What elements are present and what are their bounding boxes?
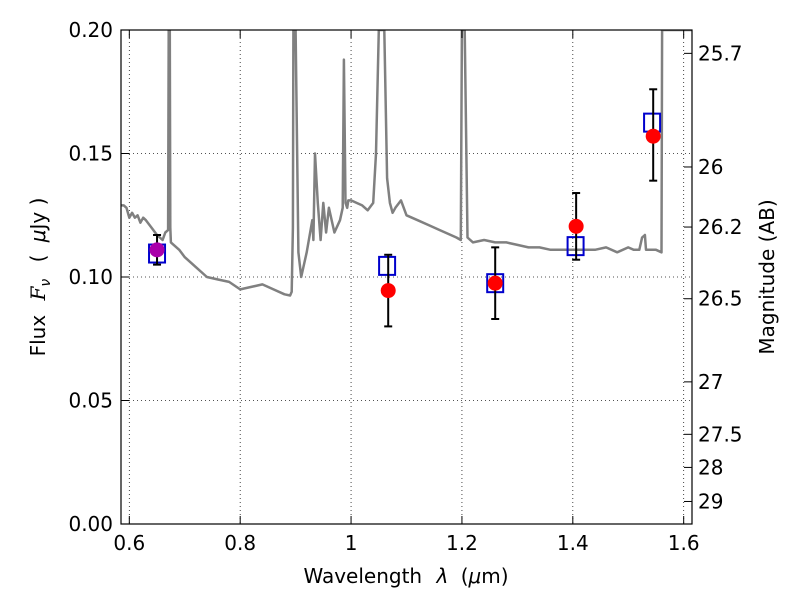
y-axis-label-symbol: F — [26, 285, 50, 301]
x-axis-label-unit-rest: m) — [481, 564, 508, 588]
template-sed-layer — [121, 30, 692, 297]
x-tick-label: 0.6 — [113, 531, 145, 555]
observed-point — [149, 242, 165, 258]
model-photometry-layer — [148, 112, 662, 294]
observed-point — [568, 218, 584, 234]
y-tick-label: 0.20 — [68, 18, 113, 42]
x-tick-label: 0.8 — [224, 531, 256, 555]
observed-point — [380, 283, 396, 299]
x-axis-label-unit-mu: μ — [468, 564, 482, 588]
y2-tick-label: 27.5 — [698, 422, 743, 446]
y2-tick-label: 25.7 — [698, 41, 743, 65]
y2-tick-label: 27 — [698, 370, 723, 394]
y-axis-label-unit-rest: Jy ) — [26, 198, 50, 232]
y-tick-label: 0.00 — [68, 512, 113, 536]
y-axis-label-unit-mu: μ — [26, 229, 50, 243]
x-axis-label-symbol: λ — [435, 564, 448, 588]
y2-tick-label: 26 — [698, 155, 723, 179]
x-tick-label: 1.2 — [446, 531, 478, 555]
x-axis-label-text: Wavelength — [303, 564, 422, 588]
y2-tick-label: 28 — [698, 455, 723, 479]
y2-tick-label: 26.5 — [698, 287, 743, 311]
y-axis-label: Flux Fν ( μJy ) — [26, 198, 55, 357]
observed-photometry-layer — [149, 88, 661, 328]
model-photometry-point — [378, 255, 397, 276]
y-axis-label-unit-open: ( — [26, 255, 50, 263]
y-tick-label: 0.10 — [68, 265, 113, 289]
template-sed-line — [121, 30, 692, 297]
x-tick-label: 1.4 — [557, 531, 589, 555]
x-tick-label: 1.6 — [668, 531, 700, 555]
ticks-layer: 0.6 0.8 1 1.2 1.4 1.6 0.00 0.05 0.10 0.15 0.20 25.7… — [68, 18, 742, 555]
observed-point — [645, 128, 661, 144]
y2-axis-label: Magnitude (AB) — [755, 199, 779, 354]
observed-point — [487, 275, 503, 291]
y-tick-label: 0.05 — [68, 389, 113, 413]
y2-tick-label: 26.2 — [698, 215, 743, 239]
y-axis-label-subscript: ν — [38, 279, 54, 287]
y-tick-label: 0.15 — [68, 142, 113, 166]
y2-tick-label: 29 — [698, 489, 723, 513]
x-axis-label: Wavelength λ (μm) — [303, 564, 508, 588]
x-tick-label: 1 — [345, 531, 358, 555]
y-axis-label-text: Flux — [26, 315, 50, 357]
x-axis-label-unit-open: ( — [461, 564, 469, 588]
